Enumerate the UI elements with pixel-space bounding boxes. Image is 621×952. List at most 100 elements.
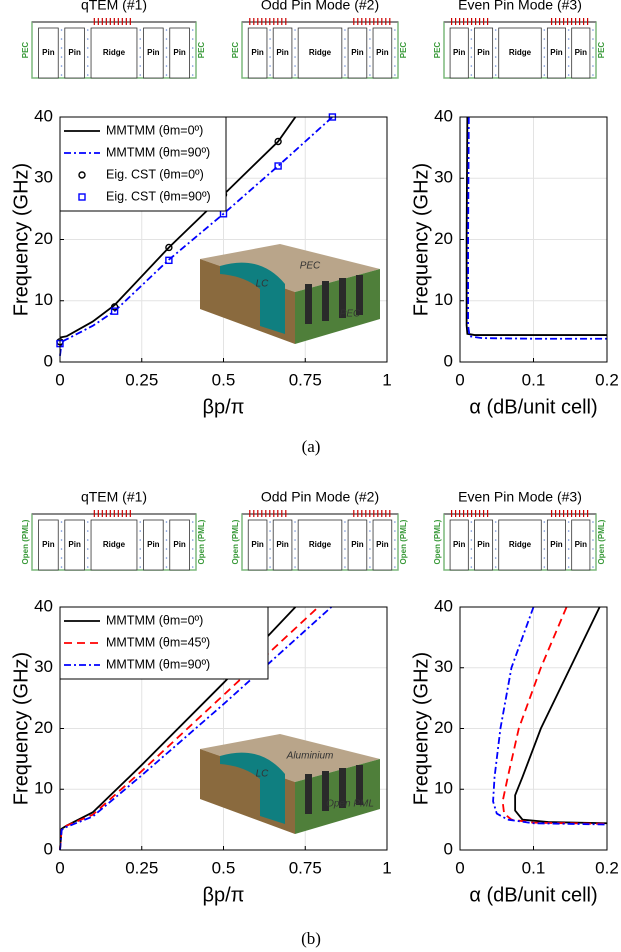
y-tick-label: 20	[34, 718, 53, 737]
field-dot	[269, 29, 271, 31]
field-dot	[394, 56, 396, 58]
x-tick-label: 0.75	[289, 858, 322, 877]
block-label: Pin	[251, 48, 264, 57]
field-dot	[470, 56, 473, 58]
field-dot	[543, 29, 546, 31]
field-dot	[269, 74, 271, 76]
field-dot	[470, 566, 473, 568]
inset-label: LC	[256, 769, 270, 780]
field-dot	[344, 557, 346, 559]
field-dot	[592, 38, 594, 40]
block-label: Pin	[173, 48, 186, 57]
field-dot	[165, 47, 168, 49]
y-tick-label: 30	[434, 657, 453, 676]
field-dot	[369, 38, 371, 40]
field-dot	[294, 65, 296, 67]
field-dot	[60, 530, 63, 532]
field-dot	[139, 29, 142, 31]
y-tick-label: 10	[434, 290, 453, 309]
field-dot	[139, 47, 142, 49]
x-tick-label: 0.75	[289, 370, 322, 389]
field-dot	[294, 56, 296, 58]
field-dot	[139, 65, 142, 67]
field-dot	[191, 47, 194, 49]
x-axis-label: α (dB/unit cell)	[469, 396, 597, 418]
y-tick-label: 0	[44, 839, 53, 858]
field-dot	[139, 38, 142, 40]
inset-top	[200, 244, 380, 292]
y-axis-label: Frequency (GHz)	[10, 163, 32, 316]
side-label: Open (PML)	[21, 519, 30, 564]
block	[247, 27, 268, 79]
side-label: PEC	[399, 42, 408, 59]
inset-label: PEC	[300, 261, 321, 272]
block	[498, 519, 542, 571]
field-dot	[344, 38, 346, 40]
inset-label: Aluminium	[286, 751, 334, 762]
field-dot	[269, 566, 271, 568]
field-dot	[86, 38, 89, 40]
field-dot	[344, 74, 346, 76]
y-tick-label: 30	[34, 168, 53, 187]
field-dot	[394, 47, 396, 49]
field-dot	[269, 521, 271, 523]
field-dot	[191, 65, 194, 67]
field-dot	[470, 38, 473, 40]
block	[64, 27, 85, 79]
y-tick-label: 30	[34, 657, 53, 676]
field-dot	[567, 74, 570, 76]
x-tick-label: 0	[455, 858, 464, 877]
field-dot	[470, 29, 473, 31]
block-label: Pin	[276, 540, 289, 549]
field-dot	[470, 557, 473, 559]
field-dot	[269, 539, 271, 541]
field-dot	[543, 38, 546, 40]
field-dot	[86, 539, 89, 541]
field-dot	[567, 47, 570, 49]
field-dot	[86, 74, 89, 76]
block-label: Ridge	[509, 540, 532, 549]
field-dot	[60, 65, 63, 67]
field-dot	[543, 74, 546, 76]
field-dot	[394, 29, 396, 31]
x-axis-label: βp/π	[203, 396, 245, 418]
field-dot	[369, 521, 371, 523]
field-dot	[394, 65, 396, 67]
field-dot	[592, 47, 594, 49]
block	[297, 27, 343, 79]
field-dot	[191, 521, 194, 523]
x-axis-label: α (dB/unit cell)	[469, 884, 597, 906]
field-dot	[494, 56, 497, 58]
field-dot	[139, 557, 142, 559]
field-dot	[567, 56, 570, 58]
field-dot	[165, 29, 168, 31]
field-dot	[470, 548, 473, 550]
y-axis-label: Frequency (GHz)	[410, 652, 432, 805]
side-label: Open (PML)	[197, 519, 206, 564]
x-tick-label: 0.25	[125, 370, 158, 389]
field-dot	[567, 530, 570, 532]
field-dot	[294, 539, 296, 541]
y-tick-label: 40	[434, 596, 453, 615]
block	[571, 27, 591, 79]
marker	[274, 137, 282, 146]
y-tick-label: 20	[434, 718, 453, 737]
block	[247, 519, 268, 571]
field-dot	[567, 548, 570, 550]
side-label: PEC	[597, 42, 606, 59]
field-dot	[269, 38, 271, 40]
field-dot	[294, 47, 296, 49]
inset-pin	[305, 284, 312, 324]
y-tick-label: 40	[434, 106, 453, 125]
field-dot	[369, 557, 371, 559]
field-dot	[269, 530, 271, 532]
field-dot	[269, 47, 271, 49]
mode-title: qTEM (#1)	[81, 489, 147, 505]
block-label: Pin	[147, 540, 160, 549]
x-tick-label: 0.2	[595, 858, 619, 877]
field-dot	[470, 74, 473, 76]
field-dot	[567, 38, 570, 40]
field-dot	[165, 566, 168, 568]
block-label: Ridge	[103, 540, 126, 549]
